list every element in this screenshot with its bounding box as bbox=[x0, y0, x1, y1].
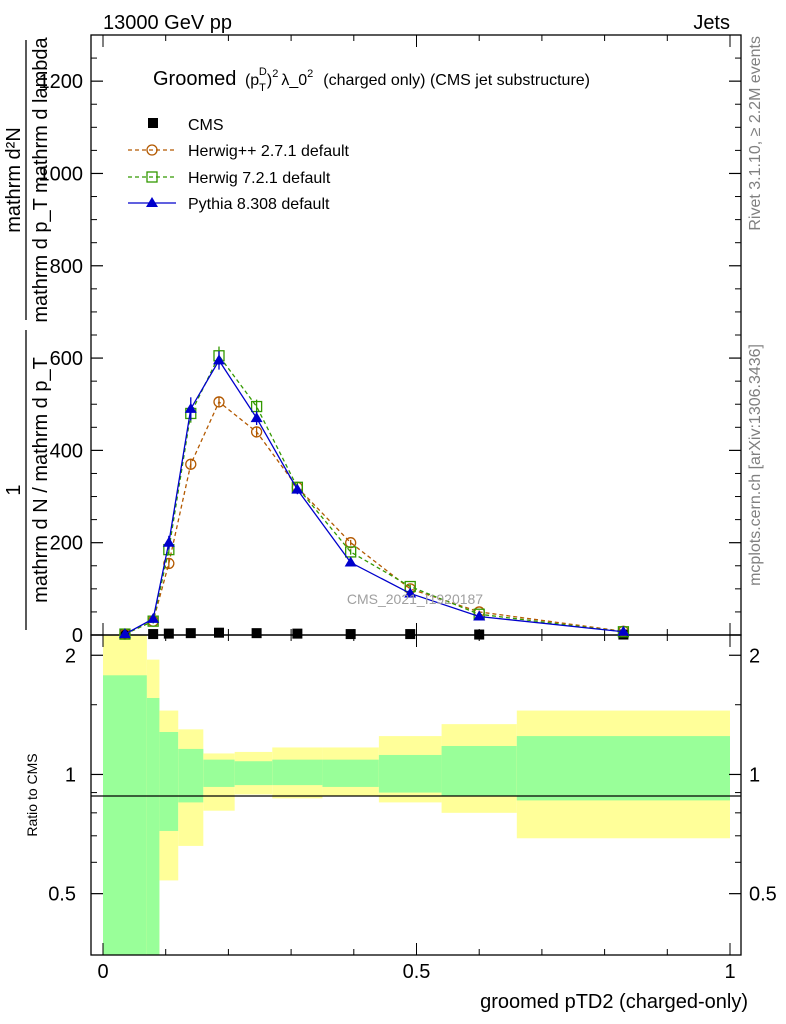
cms-point bbox=[251, 628, 262, 639]
ylabel-frac-den: mathrm d p_T mathrm d lambda bbox=[30, 36, 52, 322]
side-label-bottom: mcplots.cern.ch [arXiv:1306.3436] bbox=[747, 344, 764, 586]
pythia-point bbox=[473, 610, 486, 621]
header-left: 13000 GeV pp bbox=[103, 12, 232, 34]
ratio-ytick-label: 0.5 bbox=[48, 884, 76, 906]
ratio-ytick-label: 2 bbox=[65, 645, 76, 667]
title-sup-2b: 2 bbox=[307, 68, 313, 80]
pythia-point bbox=[344, 556, 357, 567]
title-sub-t: T bbox=[259, 82, 266, 94]
title-lambda: λ_0 bbox=[281, 72, 307, 89]
analysis-watermark: CMS_2021_I1920187 bbox=[347, 591, 483, 607]
main-ytick-label: 800 bbox=[50, 256, 83, 278]
pythia-point bbox=[291, 483, 304, 494]
pythia-point bbox=[162, 536, 175, 547]
chart-title: Groomed (pTD)2 λ_02 (charged only) (CMS je… bbox=[153, 66, 590, 94]
title-lead: Groomed bbox=[153, 68, 236, 90]
legend-marker-herwig7 bbox=[146, 171, 158, 183]
pythia-point bbox=[404, 587, 417, 598]
herwigpp-point bbox=[163, 557, 175, 570]
band-inner-bin bbox=[203, 759, 235, 787]
title-sup-2: 2 bbox=[272, 68, 278, 80]
ylabel-frac-num: mathrm d²N bbox=[3, 127, 25, 233]
legend-label-herwigpp: Herwig++ 2.7.1 default bbox=[188, 143, 350, 160]
herwigpp-point bbox=[345, 537, 357, 549]
xlabel: groomed pTD2 (charged-only) bbox=[480, 991, 748, 1013]
main-ytick-label: 600 bbox=[50, 348, 83, 370]
herwig7-line bbox=[124, 354, 624, 635]
band-inner-bin bbox=[441, 745, 517, 797]
pythia-point bbox=[184, 402, 197, 413]
cms-point bbox=[345, 629, 356, 640]
main-ytick-label: 200 bbox=[50, 533, 83, 555]
ratio-ytick-label: 1 bbox=[65, 764, 76, 786]
title-p: (p bbox=[245, 72, 259, 89]
pythia-point bbox=[250, 412, 263, 423]
header-right: Jets bbox=[693, 12, 730, 34]
series-layer bbox=[118, 346, 630, 640]
legend-label-herwig7: Herwig 7.2.1 default bbox=[188, 170, 331, 187]
ylabel-norm-den: mathrm d N / mathrm d p_T bbox=[30, 357, 52, 603]
main-ytick-label: 1000 bbox=[39, 163, 84, 185]
band-inner-bin bbox=[159, 732, 179, 831]
pythia-point bbox=[212, 354, 225, 365]
band-inner-bin bbox=[146, 697, 160, 955]
side-label-top: Rivet 3.1.10, ≥ 2.2M events bbox=[747, 36, 764, 231]
cms-point bbox=[163, 628, 174, 639]
band-inner-bin bbox=[272, 759, 323, 786]
legend-label-pythia: Pythia 8.308 default bbox=[188, 196, 330, 213]
ratio-xtick-label: 0.5 bbox=[403, 961, 431, 983]
main-ylabel: mathrm d²N mathrm d p_T mathrm d lambda … bbox=[3, 36, 52, 630]
ylabel-norm-num: 1 bbox=[3, 484, 25, 495]
main-ytick-label: 1200 bbox=[39, 71, 84, 93]
legend-marker-cms bbox=[148, 118, 158, 128]
ratio-bands bbox=[103, 635, 730, 955]
title-close: ) bbox=[267, 72, 272, 89]
cms-point bbox=[185, 628, 196, 639]
cms-point bbox=[292, 628, 303, 639]
legend-label-cms: CMS bbox=[188, 117, 224, 134]
herwigpp-point bbox=[250, 426, 263, 438]
ratio-ytick-label-right: 0.5 bbox=[749, 884, 777, 906]
band-inner-bin bbox=[178, 748, 204, 803]
pythia-point bbox=[617, 625, 630, 636]
pythia-point bbox=[118, 628, 131, 639]
ratio-ytick-label-right: 1 bbox=[749, 764, 760, 786]
title-tail: (charged only) (CMS jet substructure) bbox=[323, 72, 590, 89]
band-inner-bin bbox=[322, 759, 379, 787]
pythia-point bbox=[147, 612, 160, 623]
title-sup-d: D bbox=[259, 66, 267, 78]
band-inner-bin bbox=[516, 736, 730, 801]
band-inner-bin bbox=[103, 675, 147, 955]
ratio-xtick-label: 1 bbox=[724, 961, 735, 983]
cms-point bbox=[213, 627, 224, 638]
legend-marker-pythia bbox=[146, 197, 158, 207]
main-ytick-label: 0 bbox=[72, 625, 83, 647]
herwigpp-point bbox=[185, 458, 197, 470]
axis-ticks: 0 200 400 600 800 1000 1200 0 0.5 1 0.5 0.5 1 1 2 2 bbox=[39, 35, 777, 983]
main-ytick-label: 400 bbox=[50, 440, 83, 462]
cms-point bbox=[405, 629, 416, 640]
cms-point bbox=[474, 629, 485, 640]
ratio-ytick-label-right: 2 bbox=[749, 645, 760, 667]
band-inner-bin bbox=[378, 754, 442, 793]
band-inner-bin bbox=[234, 761, 273, 786]
herwigpp-point bbox=[213, 396, 225, 408]
legend-marker-herwigpp bbox=[146, 144, 158, 156]
ratio-xtick-label: 0 bbox=[97, 961, 108, 983]
cms-point bbox=[148, 629, 159, 640]
ratio-ylabel: Ratio to CMS bbox=[24, 753, 40, 836]
legend: CMS Herwig++ 2.7.1 default Herwig 7.2.1 … bbox=[128, 117, 350, 213]
